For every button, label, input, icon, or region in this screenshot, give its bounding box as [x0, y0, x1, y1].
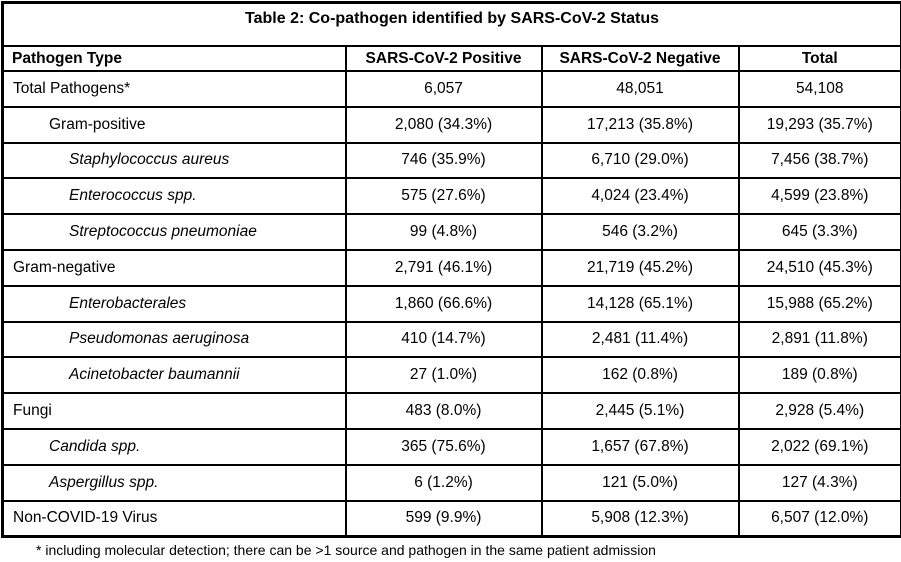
table-row: Aspergillus spp.6 (1.2%)121 (5.0%)127 (4…	[3, 465, 901, 501]
pathogen-type-cell: Pseudomonas aeruginosa	[3, 322, 346, 358]
pathogen-type-cell: Fungi	[3, 393, 346, 429]
total-count-cell: 15,988 (65.2%)	[739, 286, 901, 322]
negative-count-cell: 162 (0.8%)	[542, 357, 739, 393]
table-title: Table 2: Co-pathogen identified by SARS-…	[3, 3, 901, 47]
table-header-row: Pathogen Type SARS-CoV-2 Positive SARS-C…	[3, 46, 901, 71]
total-count-cell: 6,507 (12.0%)	[739, 501, 901, 537]
total-count-cell: 189 (0.8%)	[739, 357, 901, 393]
pathogen-type-cell: Acinetobacter baumannii	[3, 357, 346, 393]
positive-count-cell: 6,057	[346, 71, 542, 107]
positive-count-cell: 483 (8.0%)	[346, 393, 542, 429]
pathogen-type-cell: Non-COVID-19 Virus	[3, 501, 346, 537]
total-count-cell: 7,456 (38.7%)	[739, 143, 901, 179]
pathogen-type-cell: Enterococcus spp.	[3, 178, 346, 214]
total-count-cell: 2,891 (11.8%)	[739, 322, 901, 358]
positive-count-cell: 1,860 (66.6%)	[346, 286, 542, 322]
positive-count-cell: 27 (1.0%)	[346, 357, 542, 393]
pathogen-type-cell: Aspergillus spp.	[3, 465, 346, 501]
pathogen-type-cell: Enterobacterales	[3, 286, 346, 322]
negative-count-cell: 21,719 (45.2%)	[542, 250, 739, 286]
negative-count-cell: 17,213 (35.8%)	[542, 107, 739, 143]
positive-count-cell: 410 (14.7%)	[346, 322, 542, 358]
positive-count-cell: 2,791 (46.1%)	[346, 250, 542, 286]
pathogen-type-cell: Total Pathogens*	[3, 71, 346, 107]
negative-count-cell: 14,128 (65.1%)	[542, 286, 739, 322]
pathogen-type-cell: Gram-negative	[3, 250, 346, 286]
pathogen-type-cell: Gram-positive	[3, 107, 346, 143]
column-header-sars-cov-2-positive: SARS-CoV-2 Positive	[346, 46, 542, 71]
table-row: Candida spp.365 (75.6%)1,657 (67.8%)2,02…	[3, 429, 901, 465]
negative-count-cell: 546 (3.2%)	[542, 214, 739, 250]
table-title-row: Table 2: Co-pathogen identified by SARS-…	[3, 3, 901, 47]
total-count-cell: 2,022 (69.1%)	[739, 429, 901, 465]
positive-count-cell: 365 (75.6%)	[346, 429, 542, 465]
pathogen-type-cell: Staphylococcus aureus	[3, 143, 346, 179]
total-count-cell: 24,510 (45.3%)	[739, 250, 901, 286]
negative-count-cell: 4,024 (23.4%)	[542, 178, 739, 214]
total-count-cell: 2,928 (5.4%)	[739, 393, 901, 429]
positive-count-cell: 575 (27.6%)	[346, 178, 542, 214]
total-count-cell: 4,599 (23.8%)	[739, 178, 901, 214]
negative-count-cell: 121 (5.0%)	[542, 465, 739, 501]
total-count-cell: 54,108	[739, 71, 901, 107]
column-header-sars-cov-2-negative: SARS-CoV-2 Negative	[542, 46, 739, 71]
positive-count-cell: 6 (1.2%)	[346, 465, 542, 501]
column-header-pathogen-type: Pathogen Type	[3, 46, 346, 71]
table-row: Enterococcus spp.575 (27.6%)4,024 (23.4%…	[3, 178, 901, 214]
negative-count-cell: 2,481 (11.4%)	[542, 322, 739, 358]
positive-count-cell: 2,080 (34.3%)	[346, 107, 542, 143]
column-header-total: Total	[739, 46, 901, 71]
negative-count-cell: 6,710 (29.0%)	[542, 143, 739, 179]
positive-count-cell: 99 (4.8%)	[346, 214, 542, 250]
total-count-cell: 19,293 (35.7%)	[739, 107, 901, 143]
table-footnote: * including molecular detection; there c…	[0, 542, 901, 558]
negative-count-cell: 5,908 (12.3%)	[542, 501, 739, 537]
negative-count-cell: 2,445 (5.1%)	[542, 393, 739, 429]
co-pathogen-table: Table 2: Co-pathogen identified by SARS-…	[1, 1, 901, 538]
pathogen-type-cell: Candida spp.	[3, 429, 346, 465]
total-count-cell: 127 (4.3%)	[739, 465, 901, 501]
negative-count-cell: 48,051	[542, 71, 739, 107]
total-count-cell: 645 (3.3%)	[739, 214, 901, 250]
pathogen-type-cell: Streptococcus pneumoniae	[3, 214, 346, 250]
positive-count-cell: 599 (9.9%)	[346, 501, 542, 537]
negative-count-cell: 1,657 (67.8%)	[542, 429, 739, 465]
positive-count-cell: 746 (35.9%)	[346, 143, 542, 179]
